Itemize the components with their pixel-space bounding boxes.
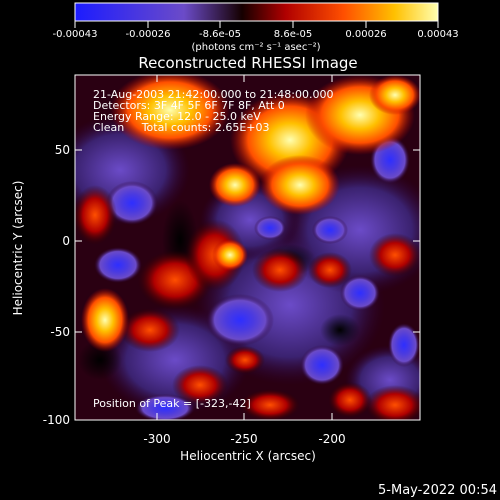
colorbar-gradient <box>74 2 439 22</box>
red-emission <box>252 248 308 292</box>
bright-source <box>209 163 261 207</box>
y-tick-label: 0 <box>62 234 70 248</box>
x-tick-label: -200 <box>318 432 345 446</box>
red-emission <box>369 233 420 277</box>
colorbar-tick-label: -8.6e-05 <box>199 29 241 40</box>
overlay-energy-range: Energy Range: 12.0 - 25.0 keV <box>93 110 261 123</box>
blue-minimum <box>388 323 420 367</box>
x-axis: -300 -250 -200 Heliocentric X (arcsec) <box>143 75 346 463</box>
colorbar-tick-label: -0.00026 <box>126 29 171 40</box>
y-axis-label: Heliocentric Y (arcsec) <box>11 181 25 316</box>
y-tick-label: -100 <box>43 413 70 427</box>
blue-minimum <box>135 394 195 420</box>
blue-minimum <box>254 216 286 240</box>
colorbar-tick-label: 0.00043 <box>417 29 458 40</box>
blue-minimum <box>106 181 158 225</box>
colorbar-tick-label: -0.00043 <box>53 29 98 40</box>
bright-source <box>369 75 420 115</box>
red-emission <box>120 308 180 352</box>
red-emission <box>240 389 300 420</box>
red-emission <box>225 346 265 374</box>
bright-source <box>260 155 340 215</box>
bright-source <box>212 239 248 271</box>
generated-timestamp: 5-May-2022 00:54 <box>378 483 497 498</box>
red-emission <box>365 385 420 420</box>
colorbar-tick-label: 8.6e-05 <box>274 29 312 40</box>
x-tick-label: -300 <box>143 432 170 446</box>
image-map <box>75 75 420 420</box>
overlay-detectors: Detectors: 3F 4F 5F 6F 7F 8F, Att 0 <box>93 99 285 112</box>
plot-annotations: 21-Aug-2003 21:42:00.000 to 21:48:00.000… <box>93 88 334 410</box>
x-axis-label: Heliocentric X (arcsec) <box>180 449 316 463</box>
overlay-time-range: 21-Aug-2003 21:42:00.000 to 21:48:00.000 <box>93 88 334 101</box>
blue-minimum <box>312 216 348 244</box>
bright-source <box>110 75 230 150</box>
peak-position-label: Position of Peak = [-323,-42] <box>93 397 251 410</box>
blue-minimum <box>300 345 344 385</box>
y-tick-label: 50 <box>55 143 70 157</box>
red-emission <box>328 382 372 418</box>
blue-minimum <box>206 294 274 346</box>
colorbar-ticks <box>74 21 439 28</box>
red-emission <box>308 252 352 288</box>
colorbar-tick-label: 0.00026 <box>345 29 386 40</box>
colorbar: -0.00043 -0.00026 -8.6e-05 8.6e-05 0.000… <box>53 2 459 53</box>
overlay-counts: Clean Total counts: 2.65E+03 <box>93 121 270 134</box>
plot-title: Reconstructed RHESSI Image <box>138 54 357 72</box>
blue-minimum <box>94 247 142 283</box>
bright-source <box>81 288 129 352</box>
blue-minimum <box>340 275 380 311</box>
colorbar-unit-label: (photons cm⁻² s⁻¹ asec⁻²) <box>191 42 320 53</box>
x-tick-label: -250 <box>230 432 257 446</box>
y-tick-label: -50 <box>50 325 70 339</box>
y-axis: 50 0 -50 -100 Heliocentric Y (arcsec) <box>11 143 420 427</box>
dark-lane <box>320 314 360 346</box>
plot-frame <box>74 74 421 421</box>
red-emission <box>75 185 117 245</box>
red-emission <box>172 365 228 405</box>
